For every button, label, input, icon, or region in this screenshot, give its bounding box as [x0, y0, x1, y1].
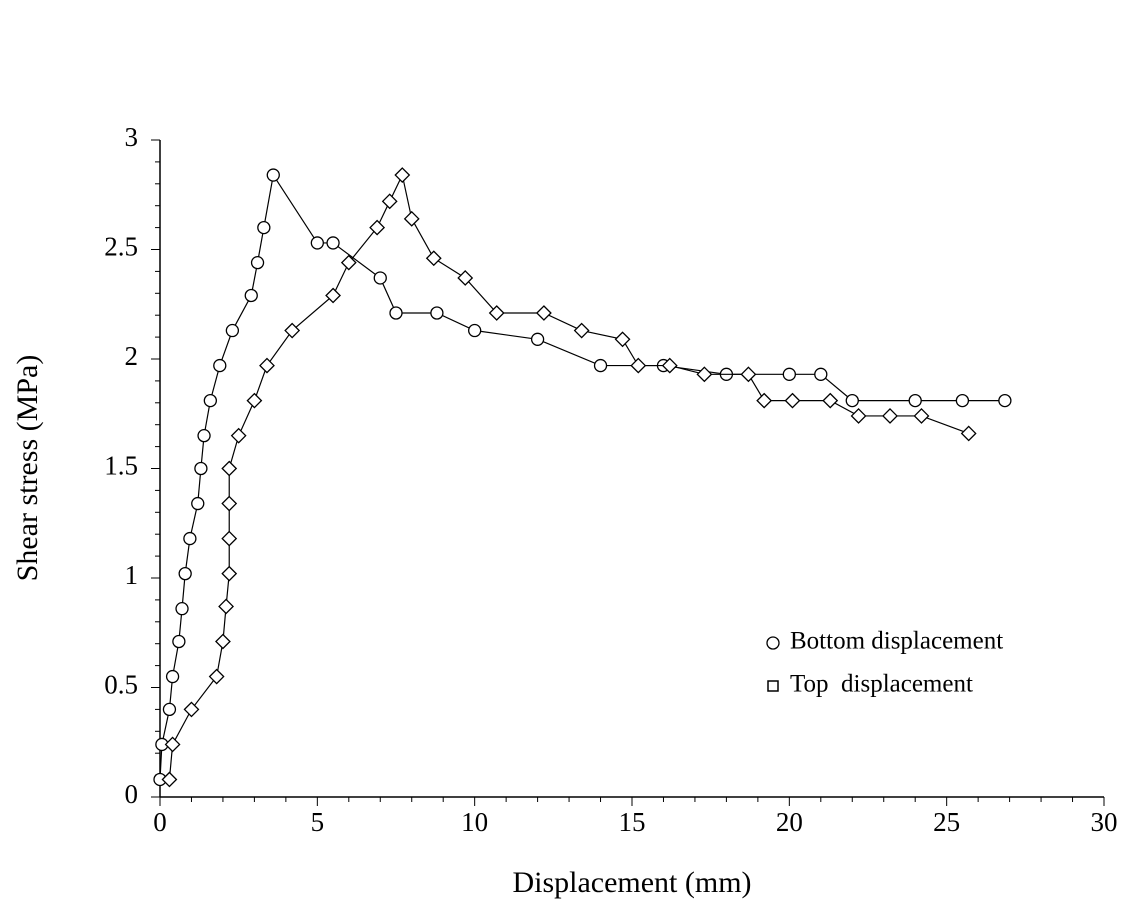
data-point	[340, 254, 357, 271]
data-point	[225, 323, 240, 338]
data-point	[191, 496, 205, 511]
data-point	[221, 530, 238, 547]
data-point	[882, 408, 898, 424]
data-point	[230, 427, 247, 444]
data-point	[213, 358, 227, 373]
data-point	[468, 323, 482, 338]
data-point	[614, 331, 631, 348]
data-point	[661, 357, 678, 374]
data-point	[756, 392, 773, 409]
data-point	[998, 393, 1012, 408]
data-point	[257, 220, 271, 235]
data-point	[175, 602, 189, 616]
x-tick-label: 25	[933, 807, 960, 837]
x-tick-label: 10	[461, 807, 488, 837]
x-axis-title: Displacement (mm)	[512, 866, 751, 899]
data-point	[259, 357, 275, 374]
data-point	[381, 193, 398, 210]
x-tick-label: 5	[311, 807, 325, 837]
data-point	[530, 332, 545, 346]
data-point	[814, 367, 828, 381]
data-point	[203, 393, 217, 408]
x-tick-label: 0	[153, 807, 167, 837]
data-point	[215, 633, 231, 650]
data-point	[165, 669, 180, 684]
data-point	[593, 358, 608, 373]
data-point	[394, 167, 411, 183]
data-point	[178, 566, 192, 581]
data-point	[162, 702, 177, 717]
data-point	[430, 306, 444, 320]
data-point	[208, 668, 225, 685]
data-point	[850, 408, 867, 424]
data-point	[266, 168, 280, 182]
data-point	[403, 210, 420, 227]
y-tick-label: 0	[125, 779, 139, 809]
data-point	[183, 531, 197, 546]
data-point	[250, 255, 265, 270]
data-point	[908, 393, 922, 408]
data-point	[218, 598, 234, 615]
data-point	[425, 250, 442, 267]
data-point	[244, 288, 258, 303]
data-point	[221, 460, 238, 477]
data-point	[221, 495, 238, 512]
legend-marker	[766, 636, 780, 650]
data-point	[696, 366, 713, 383]
data-point	[369, 219, 386, 236]
legend-label: Bottom displacement	[790, 628, 1003, 655]
data-point	[457, 270, 474, 286]
series-line	[159, 173, 1005, 780]
x-tick-label: 20	[776, 807, 803, 837]
y-tick-label: 2.5	[104, 232, 138, 262]
data-point	[389, 306, 403, 320]
y-tick-label: 2	[125, 341, 139, 371]
data-point	[822, 392, 839, 409]
data-point	[164, 736, 181, 753]
data-point	[183, 701, 200, 718]
data-point	[194, 461, 208, 476]
y-tick-label: 1.5	[104, 451, 138, 481]
data-point	[246, 392, 263, 409]
data-point	[161, 771, 178, 788]
data-point	[535, 305, 552, 321]
y-tick-label: 0.5	[104, 670, 138, 700]
y-axis-title: Shear stress (MPa)	[11, 355, 44, 582]
data-point	[573, 322, 590, 339]
data-point	[284, 322, 301, 339]
data-point	[325, 287, 341, 304]
data-point	[782, 367, 796, 381]
x-tick-label: 15	[619, 807, 646, 837]
data-point	[630, 357, 647, 374]
data-point	[955, 393, 970, 408]
data-point	[310, 236, 324, 250]
data-point	[197, 428, 211, 443]
data-point	[845, 393, 859, 408]
x-tick-label: 30	[1091, 807, 1118, 837]
y-tick-label: 1	[125, 560, 139, 590]
data-point	[326, 236, 340, 250]
data-point	[913, 408, 930, 424]
data-point	[488, 305, 505, 321]
data-point	[960, 425, 977, 442]
data-point	[784, 392, 801, 409]
legend-label: Top displacement	[790, 671, 973, 698]
data-point	[373, 271, 387, 285]
legend-marker	[767, 680, 779, 692]
y-tick-label: 3	[125, 122, 139, 152]
data-point	[172, 634, 186, 649]
data-point	[221, 565, 238, 582]
data-point	[740, 366, 757, 383]
